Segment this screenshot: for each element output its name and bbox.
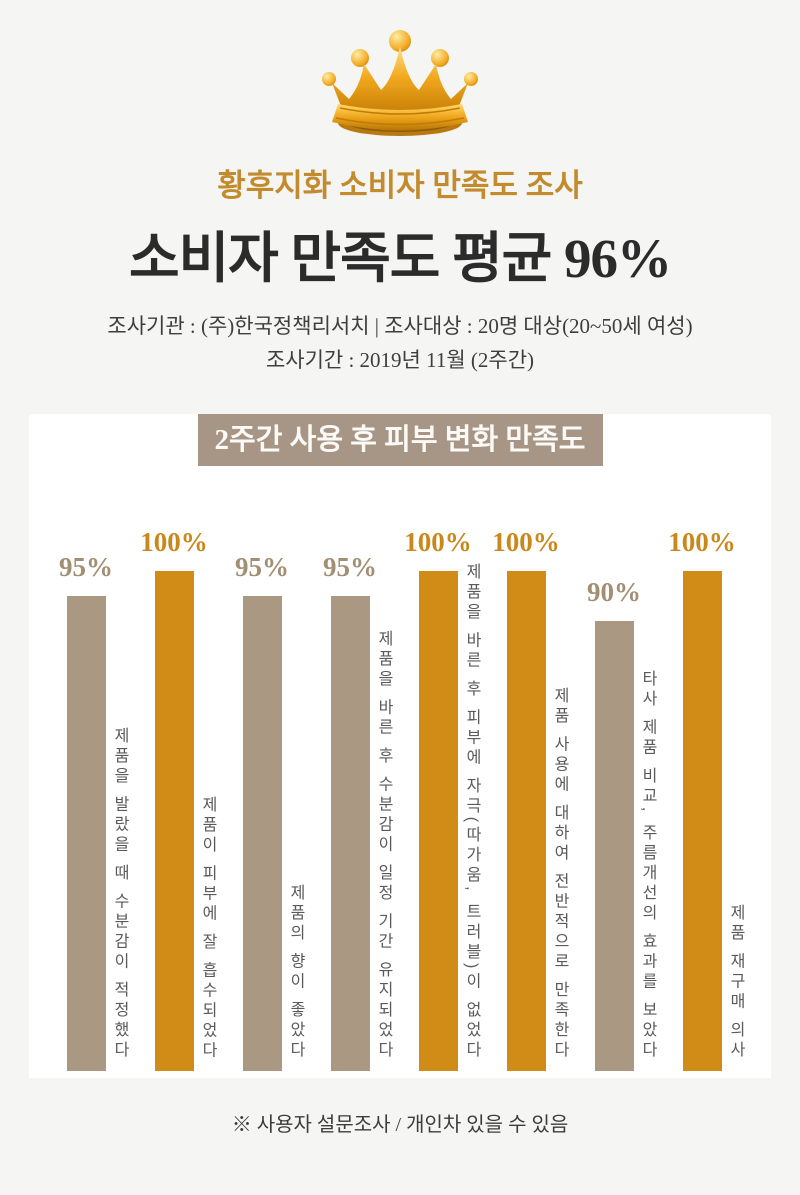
bar-value-label: 90%	[587, 577, 641, 607]
bar	[595, 621, 634, 1071]
bar-group: 95% 제품을 바른 후 수분감이 일정 기간 유지되었다	[305, 516, 393, 1071]
bar	[243, 596, 282, 1071]
footnote: ※ 사용자 설문조사 / 개인차 있을 수 있음	[231, 1114, 569, 1136]
gold-crown-icon	[0, 0, 800, 140]
bar-category-label: 제품을 발랐을 때 수분감이 적정했다	[111, 727, 128, 1061]
bar-category-label: 제품의 향이 좋았다	[287, 884, 304, 1061]
page-title: 소비자 만족도 평균 96%	[128, 228, 672, 289]
survey-info-line1: 조사기관 : (주)한국정책리서치 | 조사대상 : 20명 대상(20~50세…	[107, 314, 693, 338]
survey-subtitle: 황후지화 소비자 만족도 조사	[217, 168, 583, 203]
bar-value-label: 100%	[492, 527, 560, 557]
satisfaction-bar-chart: 95% 제품을 발랐을 때 수분감이 적정했다 100% 제품이 피부에 잘 흡…	[41, 516, 771, 1071]
bar-value-label: 100%	[404, 527, 472, 557]
bar-category-label: 제품을 바른 후 수분감이 일정 기간 유지되었다	[375, 630, 392, 1061]
bar-value-label: 100%	[668, 527, 736, 557]
bar	[419, 571, 458, 1071]
bar	[67, 596, 106, 1071]
chart-title-banner: 2주간 사용 후 피부 변화 만족도	[197, 414, 603, 466]
bar	[507, 571, 546, 1071]
bar-group: 95% 제품의 향이 좋았다	[217, 516, 305, 1071]
bar-value-label: 95%	[59, 552, 113, 582]
bar	[331, 596, 370, 1071]
bar	[683, 571, 722, 1071]
bar-value-label: 100%	[140, 527, 208, 557]
bar-group: 95% 제품을 발랐을 때 수분감이 적정했다	[41, 516, 129, 1071]
bar-category-label: 제품을 바른 후 피부에 자극(따가움, 트러블)이 없었다	[463, 563, 480, 1061]
bar-value-label: 95%	[323, 552, 377, 582]
survey-info-line2: 조사기간 : 2019년 11월 (2주간)	[265, 348, 535, 372]
chart-panel: 2주간 사용 후 피부 변화 만족도 95% 제품을 발랐을 때 수분감이 적정…	[29, 414, 771, 1078]
bar-group: 100% 제품 사용에 대하여 전반적으로 만족한다	[481, 516, 569, 1071]
bar-group: 100% 제품을 바른 후 피부에 자극(따가움, 트러블)이 없었다	[393, 516, 481, 1071]
bar-category-label: 제품이 피부에 잘 흡수되었다	[199, 795, 216, 1061]
bar-value-label: 95%	[235, 552, 289, 582]
bar-category-label: 제품 재구매 의사	[727, 904, 744, 1061]
infographic-page: 황후지화 소비자 만족도 조사 소비자 만족도 평균 96% 조사기관 : (주…	[0, 0, 800, 1136]
bar-group: 100% 제품이 피부에 잘 흡수되었다	[129, 516, 217, 1071]
bar-category-label: 타사 제품 비교, 주름개선의 효과를 보았다	[639, 670, 656, 1061]
bar	[155, 571, 194, 1071]
bar-category-label: 제품 사용에 대하여 전반적으로 만족한다	[551, 687, 568, 1061]
bar-group: 100% 제품 재구매 의사	[657, 516, 745, 1071]
bar-group: 90% 타사 제품 비교, 주름개선의 효과를 보았다	[569, 516, 657, 1071]
